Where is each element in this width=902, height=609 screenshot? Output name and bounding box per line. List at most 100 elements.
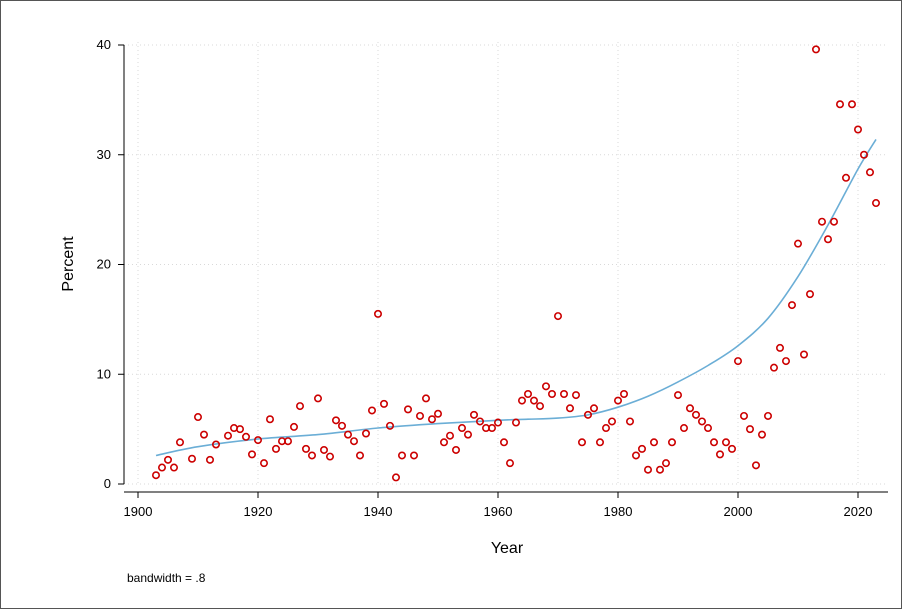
- data-point: [865, 168, 874, 177]
- data-point: [691, 410, 700, 419]
- data-point: [793, 239, 802, 248]
- x-tick-label: 2020: [844, 504, 873, 519]
- data-point: [601, 424, 610, 433]
- data-point: [529, 396, 538, 405]
- data-point: [176, 438, 185, 447]
- data-point: [571, 391, 580, 400]
- data-point: [805, 290, 814, 299]
- data-point: [469, 410, 478, 419]
- data-point: [715, 450, 724, 459]
- data-point: [673, 391, 682, 400]
- y-tick-label: 20: [97, 257, 111, 272]
- y-tick-label: 0: [104, 476, 111, 491]
- data-point: [379, 399, 388, 408]
- data-point: [409, 451, 418, 460]
- axis-ticks: 0 10 20 30 40 1900 1920 1940 1960 1980 2000 2020: [97, 37, 873, 519]
- data-point: [685, 404, 694, 413]
- data-point: [847, 100, 856, 109]
- data-point: [823, 235, 832, 244]
- data-point: [463, 430, 472, 439]
- data-point: [703, 424, 712, 433]
- data-point: [565, 404, 574, 413]
- data-point: [661, 459, 670, 468]
- data-point: [313, 394, 322, 403]
- data-point: [349, 437, 358, 446]
- data-point: [164, 455, 173, 464]
- data-point: [391, 473, 400, 482]
- data-point: [757, 430, 766, 439]
- grid-lines: [124, 42, 888, 485]
- data-point: [775, 343, 784, 352]
- data-point: [613, 396, 622, 405]
- data-point: [745, 425, 754, 434]
- data-point: [709, 438, 718, 447]
- y-tick-label: 40: [97, 37, 111, 52]
- data-point: [799, 350, 808, 359]
- data-point: [547, 390, 556, 399]
- data-point: [583, 410, 592, 419]
- data-point: [535, 402, 544, 411]
- data-point: [649, 438, 658, 447]
- data-point: [499, 438, 508, 447]
- bandwidth-note: bandwidth = .8: [127, 571, 206, 585]
- data-point: [433, 409, 442, 418]
- data-point: [835, 100, 844, 109]
- data-point: [541, 382, 550, 391]
- data-point: [487, 424, 496, 433]
- y-tick-label: 30: [97, 147, 111, 162]
- data-point: [667, 438, 676, 447]
- data-point: [619, 390, 628, 399]
- data-point: [511, 418, 520, 427]
- data-point: [200, 430, 209, 439]
- data-point: [637, 444, 646, 453]
- data-point: [451, 445, 460, 454]
- data-point: [254, 436, 263, 445]
- data-point: [427, 415, 436, 424]
- data-point: [733, 357, 742, 366]
- data-point: [505, 459, 514, 468]
- x-tick-label: 1940: [364, 504, 393, 519]
- data-point: [781, 357, 790, 366]
- data-point: [319, 445, 328, 454]
- data-point: [643, 465, 652, 474]
- data-point: [763, 411, 772, 420]
- data-point: [577, 438, 586, 447]
- x-axis-title: Year: [491, 540, 524, 557]
- data-point: [727, 444, 736, 453]
- data-point: [289, 422, 298, 431]
- data-point: [607, 417, 616, 426]
- data-point: [403, 405, 412, 414]
- data-point: [859, 150, 868, 159]
- data-point: [679, 424, 688, 433]
- data-point: [283, 437, 292, 446]
- x-tick-label: 1980: [604, 504, 633, 519]
- data-point: [631, 451, 640, 460]
- data-point: [385, 421, 394, 430]
- x-tick-label: 2000: [724, 504, 753, 519]
- data-point: [523, 390, 532, 399]
- data-point: [265, 415, 274, 424]
- data-point: [739, 411, 748, 420]
- data-point: [457, 424, 466, 433]
- data-point: [439, 438, 448, 447]
- data-point: [301, 444, 310, 453]
- data-point: [841, 173, 850, 182]
- x-tick-label: 1900: [124, 504, 153, 519]
- data-point: [625, 417, 634, 426]
- data-points: [152, 45, 880, 482]
- data-point: [170, 463, 179, 472]
- smooth-curve: [155, 138, 877, 457]
- data-point: [871, 199, 880, 208]
- data-point: [475, 417, 484, 426]
- data-point: [248, 450, 257, 459]
- data-point: [397, 451, 406, 460]
- data-point: [415, 411, 424, 420]
- data-point: [769, 363, 778, 372]
- data-point: [697, 417, 706, 426]
- y-axis-title: Percent: [60, 236, 77, 292]
- data-point: [367, 406, 376, 415]
- data-point: [361, 429, 370, 438]
- data-point: [325, 452, 334, 461]
